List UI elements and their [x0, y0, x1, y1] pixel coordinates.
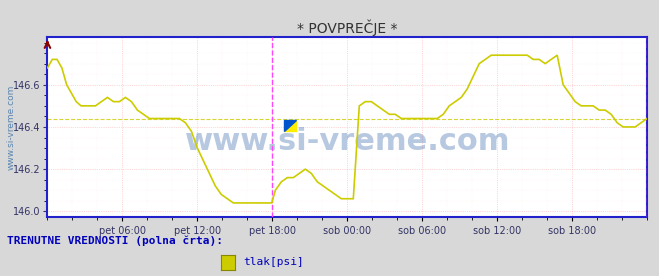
Polygon shape [284, 120, 297, 131]
Text: www.si-vreme.com: www.si-vreme.com [185, 127, 510, 156]
Text: tlak[psi]: tlak[psi] [243, 257, 304, 267]
Title: * POVPREČJE *: * POVPREČJE * [297, 20, 397, 36]
Polygon shape [284, 120, 297, 131]
Text: www.si-vreme.com: www.si-vreme.com [7, 84, 16, 170]
Text: TRENUTNE VREDNOSTI (polna črta):: TRENUTNE VREDNOSTI (polna črta): [7, 236, 223, 246]
